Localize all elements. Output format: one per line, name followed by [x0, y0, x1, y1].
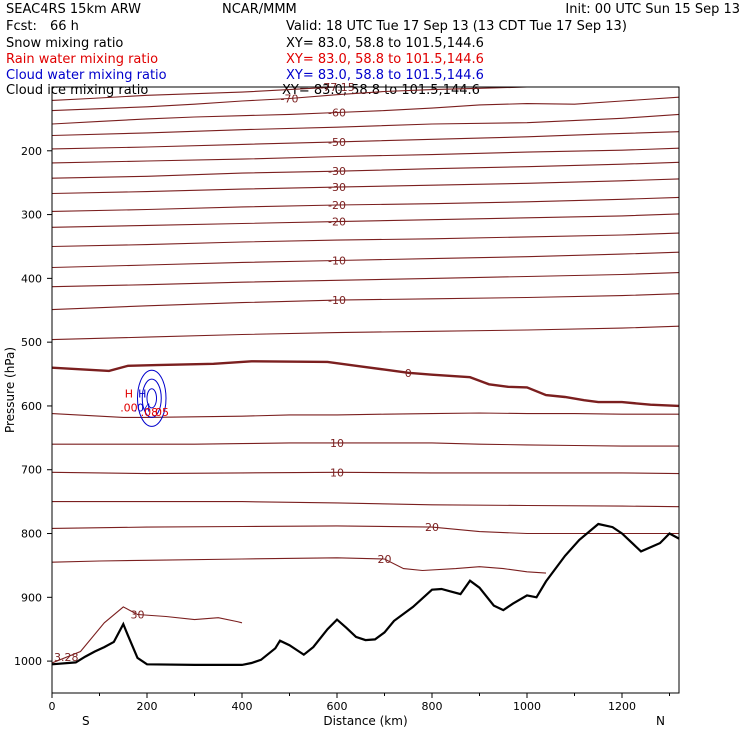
contour-label: -30 — [328, 181, 346, 194]
y-tick-label: 600 — [21, 400, 42, 413]
field-name-snow: Snow mixing ratio — [6, 36, 123, 51]
contour-label: 10 — [330, 466, 344, 479]
temperature-contours — [52, 87, 679, 664]
cloud-water-contour — [137, 369, 167, 427]
contour-line — [52, 131, 679, 150]
contour-line — [52, 293, 679, 311]
valid-time: Valid: 18 UTC Tue 17 Sep 13 (13 CDT Tue … — [286, 19, 627, 34]
contour-label: -30 — [328, 165, 346, 178]
contour-label: 10 — [330, 437, 344, 450]
model-title: SEAC4RS 15km ARW — [6, 2, 141, 17]
contour-labels: -77.15-70-60-50-30-30-20-20-10-100101020… — [131, 81, 440, 622]
y-tick-label: 400 — [21, 272, 42, 285]
x-axis: 0 200 400 600 800 1000 1200 — [49, 693, 670, 713]
extremum-value: .04 — [134, 402, 152, 415]
plot-area: -77.15-70-60-50-30-30-20-20-10-100101020… — [51, 81, 680, 694]
field-legend: Snow mixing ratio XY= 83.0, 58.8 to 101.… — [6, 36, 484, 98]
contour-line — [52, 501, 679, 508]
contour-line — [52, 87, 679, 101]
header: SEAC4RS 15km ARW NCAR/MMM Init: 00 UTC S… — [6, 2, 740, 34]
cloud-water-contours — [137, 369, 167, 427]
contour-label: -70 — [281, 93, 299, 106]
x-axis-title: Distance (km) — [323, 714, 407, 728]
contour-line — [52, 325, 679, 341]
field-xy-rain: XY= 83.0, 58.8 to 101.5,144.6 — [286, 52, 484, 67]
cloud-water-contour — [141, 378, 162, 418]
contour-label: 20 — [425, 521, 439, 534]
contour-line — [52, 557, 547, 574]
extremum-value: .05 — [152, 406, 170, 419]
contour-line — [52, 471, 679, 475]
field-name-cloud-water: Cloud water mixing ratio — [6, 68, 167, 83]
field-xy-snow: XY= 83.0, 58.8 to 101.5,144.6 — [286, 36, 484, 51]
plot-frame — [51, 86, 680, 694]
extremum-value: .08 — [141, 406, 159, 419]
y-axis: 200 300 400 500 600 700 800 900 1000 — [14, 145, 52, 668]
x-tick-label: 1000 — [513, 700, 541, 713]
x-end-label-south: S — [82, 714, 90, 728]
forecast-hours: 66 h — [50, 19, 79, 34]
contour-label: -10 — [328, 294, 346, 307]
contour-line — [52, 412, 679, 418]
contour-line — [52, 161, 679, 179]
forecast-label: Fcst: — [6, 19, 37, 34]
y-tick-label: 500 — [21, 336, 42, 349]
extremum-mark: H — [138, 388, 146, 401]
x-tick-label: 1200 — [608, 700, 636, 713]
contour-line — [52, 213, 679, 228]
y-tick-label: 1000 — [14, 655, 42, 668]
contour-line — [52, 251, 679, 269]
field-name-cloud-ice: Cloud ice mixing ratio — [6, 83, 148, 98]
contour-label: -20 — [328, 199, 346, 212]
x-tick-label: 400 — [232, 700, 253, 713]
contour-line — [52, 232, 679, 248]
x-tick-label: 600 — [327, 700, 348, 713]
x-tick-label: 0 — [49, 700, 56, 713]
contour-label: -60 — [328, 107, 346, 120]
x-end-label-north: N — [656, 714, 665, 728]
org-label: NCAR/MMM — [222, 2, 297, 17]
contour-label: 30 — [131, 609, 145, 622]
contour-line — [52, 442, 679, 447]
contour-line — [52, 87, 679, 112]
extremum-mark: H — [125, 388, 133, 401]
cloud-water-contour — [146, 388, 157, 409]
extrema-labels: H.00H.04.08.05 — [120, 388, 169, 419]
contour-label: -10 — [328, 255, 346, 268]
contour-min-label: 3.28 — [54, 651, 79, 664]
contour-label: -50 — [328, 136, 346, 149]
contour-line — [52, 606, 243, 664]
contour-line — [52, 113, 679, 137]
field-xy-cloud-ice: XY= 83.0, 58.8 to 101.5,144.6 — [282, 83, 480, 98]
contour-label: 20 — [378, 553, 392, 566]
contour-line — [52, 360, 679, 408]
contour-line — [52, 178, 679, 195]
x-tick-label: 800 — [422, 700, 443, 713]
contour-label: -20 — [328, 216, 346, 229]
field-xy-cloud-water: XY= 83.0, 58.8 to 101.5,144.6 — [286, 68, 484, 83]
y-tick-label: 300 — [21, 209, 42, 222]
contour-line — [52, 272, 679, 288]
y-tick-label: 700 — [21, 464, 42, 477]
x-tick-label: 200 — [137, 700, 158, 713]
y-tick-label: 900 — [21, 591, 42, 604]
contour-line — [52, 96, 679, 125]
y-tick-label: 200 — [21, 145, 42, 158]
y-tick-label: 800 — [21, 528, 42, 541]
contour-line — [52, 196, 679, 212]
y-axis-title: Pressure (hPa) — [3, 347, 17, 433]
contour-line — [52, 525, 679, 535]
terrain-line — [51, 522, 680, 666]
contour-label: 0 — [405, 367, 412, 380]
contour-line — [52, 147, 679, 164]
init-time: Init: 00 UTC Sun 15 Sep 13 — [565, 2, 740, 17]
extremum-value: .00 — [120, 402, 138, 415]
field-name-rain: Rain water mixing ratio — [6, 52, 158, 67]
